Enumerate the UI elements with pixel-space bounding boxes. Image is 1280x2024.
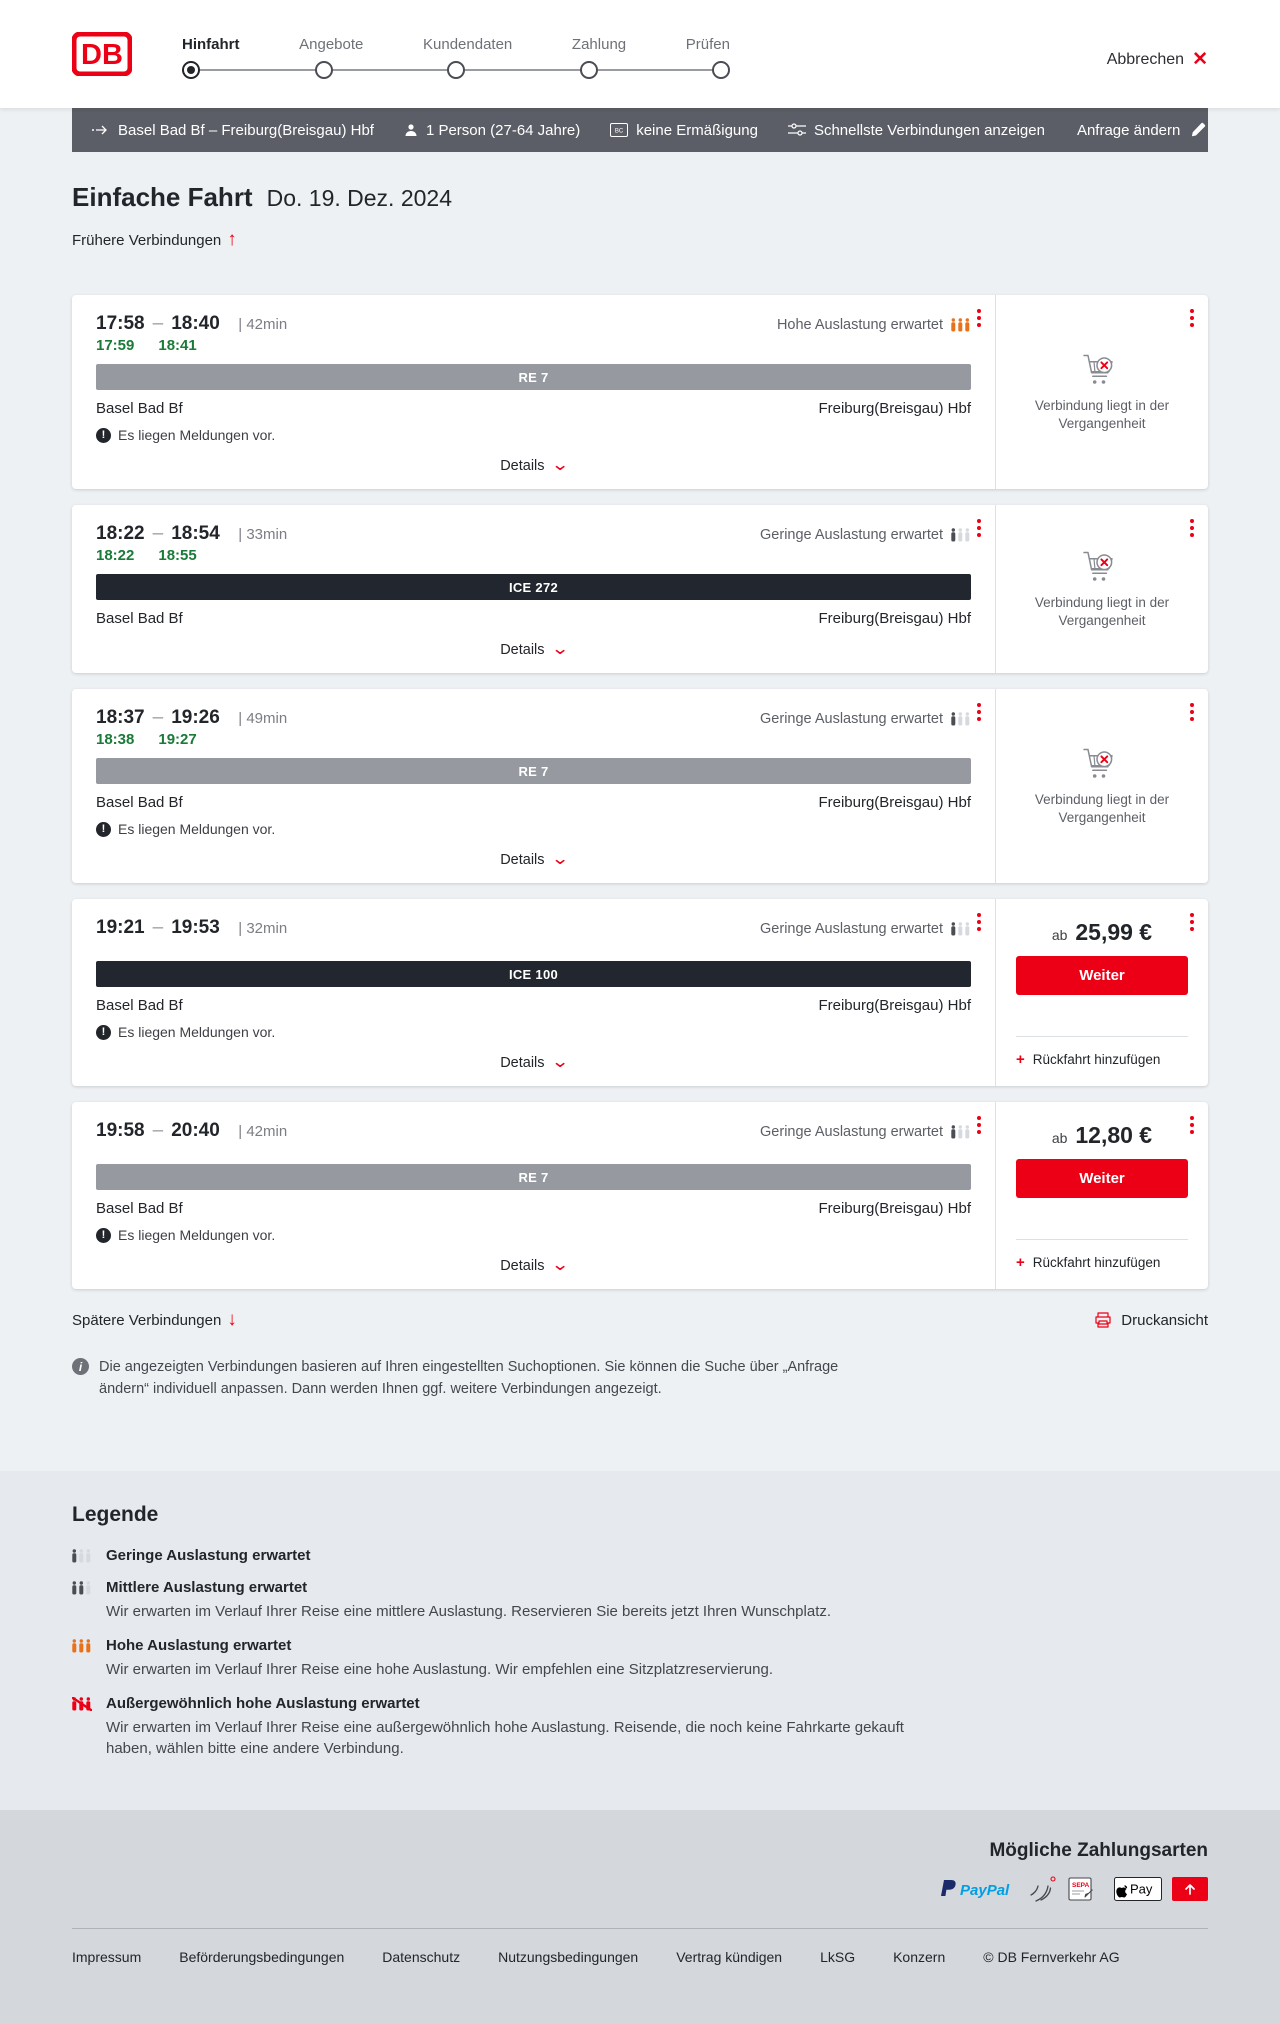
svg-text:SEPA: SEPA — [1072, 1882, 1090, 1889]
svg-text:PayPal: PayPal — [960, 1882, 1010, 1899]
svg-text:Pay: Pay — [1130, 1881, 1153, 1896]
svg-text:DB: DB — [81, 39, 123, 71]
svg-text:BC: BC — [615, 129, 624, 135]
